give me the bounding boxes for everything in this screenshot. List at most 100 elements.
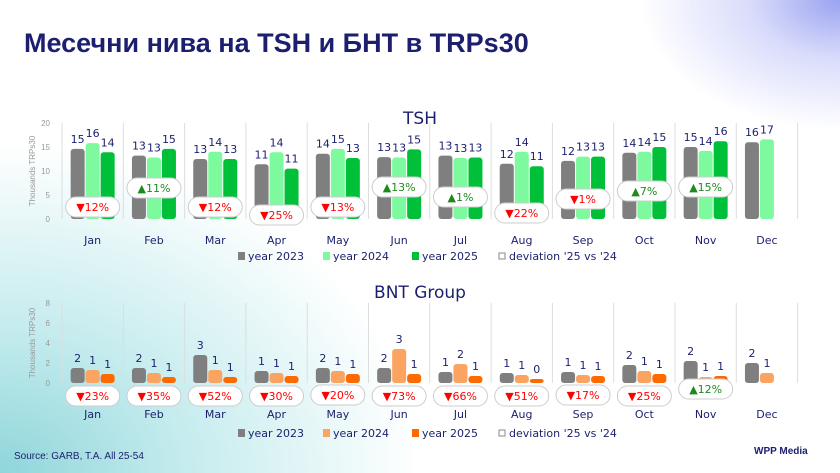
data-label: 14	[622, 137, 636, 150]
bar-year-2023	[131, 368, 146, 383]
data-label: 12	[500, 148, 514, 161]
month-label: Aug	[511, 234, 532, 247]
data-label: 14	[699, 135, 713, 148]
deviation-value: ▲1%	[447, 191, 473, 204]
data-label: 11	[285, 153, 299, 166]
month-label: Feb	[144, 408, 163, 421]
legend-swatch	[323, 429, 330, 437]
y-axis-label: Thousands TRPs30	[28, 307, 37, 378]
data-label: 2	[748, 347, 755, 360]
deviation-badge	[187, 196, 243, 218]
y-tick-label: 2	[46, 359, 51, 368]
month-label: May	[326, 234, 349, 247]
month-label: Mar	[205, 234, 226, 247]
data-label: 1	[258, 355, 265, 368]
bar-year-2023	[315, 368, 330, 383]
data-label: 1	[641, 355, 648, 368]
bar-year-2023	[254, 371, 269, 383]
data-label: 1	[334, 355, 341, 368]
data-label: 16	[745, 126, 759, 139]
data-label: 13	[591, 141, 605, 154]
deviation-value: ▲12%	[689, 383, 722, 396]
legend-swatch	[412, 252, 419, 260]
data-label: 1	[89, 354, 96, 367]
deviation-badge	[555, 188, 611, 210]
bar-year-2024	[759, 373, 774, 383]
bar-year-2025	[407, 374, 422, 383]
deviation-badge	[678, 176, 734, 198]
wpp-media-logo: WPP Media	[754, 446, 808, 457]
source-note: Source: GARB, T.A. All 25-54	[14, 451, 144, 462]
bar-year-2025	[591, 376, 606, 383]
deviation-badge	[371, 176, 427, 198]
deviation-badge	[187, 385, 243, 407]
y-axis-label: Thousands TRPs30	[28, 135, 37, 206]
data-label: 13	[223, 143, 237, 156]
data-label: 2	[319, 352, 326, 365]
month-label: Jan	[83, 234, 101, 247]
y-tick-label: 0	[46, 379, 51, 388]
data-label: 1	[580, 359, 587, 372]
deviation-value: ▼25%	[628, 390, 661, 403]
deviation-badge	[616, 385, 672, 407]
data-label: 13	[576, 141, 590, 154]
data-label: 14	[515, 136, 529, 149]
bar-year-2025	[529, 379, 544, 383]
deviation-value: ▼20%	[321, 389, 354, 402]
month-label: Mar	[205, 408, 226, 421]
bar-year-2024	[392, 349, 407, 383]
data-label: 14	[101, 136, 115, 149]
deviation-value: ▼52%	[199, 390, 232, 403]
data-label: 15	[162, 133, 176, 146]
bar-year-2023	[683, 361, 698, 383]
deviation-badge	[249, 385, 305, 407]
data-label: 13	[392, 142, 406, 155]
deviation-value: ▼17%	[567, 389, 600, 402]
deviation-value: ▼12%	[199, 201, 232, 214]
data-label: 14	[208, 136, 222, 149]
chart-title: BNT Group	[374, 283, 466, 303]
deviation-value: ▲13%	[383, 181, 416, 194]
data-label: 3	[396, 333, 403, 346]
y-tick-label: 5	[46, 191, 51, 200]
data-label: 12	[561, 145, 575, 158]
bar-year-2024	[576, 375, 591, 383]
bar-year-2024	[208, 370, 223, 383]
bar-year-2025	[100, 374, 115, 383]
month-label: Dec	[756, 408, 777, 421]
deviation-value: ▼1%	[570, 193, 596, 206]
legend-swatch	[498, 429, 506, 437]
month-label: Jun	[390, 408, 408, 421]
month-label: Oct	[635, 408, 655, 421]
bar-year-2024	[637, 371, 652, 383]
deviation-badge	[249, 204, 305, 226]
deviation-badge	[126, 177, 182, 199]
deviation-badge	[616, 180, 672, 202]
legend-swatch	[498, 252, 506, 260]
month-label: May	[326, 408, 349, 421]
bar-year-2024	[514, 151, 529, 219]
data-label: 11	[530, 150, 544, 163]
legend-swatch	[238, 252, 245, 260]
deviation-badge	[678, 378, 734, 400]
data-label: 1	[503, 357, 510, 370]
data-label: 15	[652, 131, 666, 144]
month-label: Nov	[695, 234, 717, 247]
deviation-value: ▼30%	[260, 390, 293, 403]
deviation-value: ▼23%	[76, 390, 109, 403]
month-label: Dec	[756, 234, 777, 247]
data-label: 14	[316, 138, 330, 151]
bar-year-2024	[514, 375, 529, 383]
data-label: 1	[104, 358, 111, 371]
data-label: 2	[135, 352, 142, 365]
y-tick-label: 8	[46, 299, 51, 308]
data-label: 2	[626, 349, 633, 362]
data-label: 11	[255, 148, 269, 161]
bar-year-2023	[622, 365, 637, 383]
legend-swatch	[323, 252, 330, 260]
bar-year-2023	[744, 142, 759, 219]
data-label: 1	[212, 354, 219, 367]
deviation-value: ▼12%	[76, 201, 109, 214]
